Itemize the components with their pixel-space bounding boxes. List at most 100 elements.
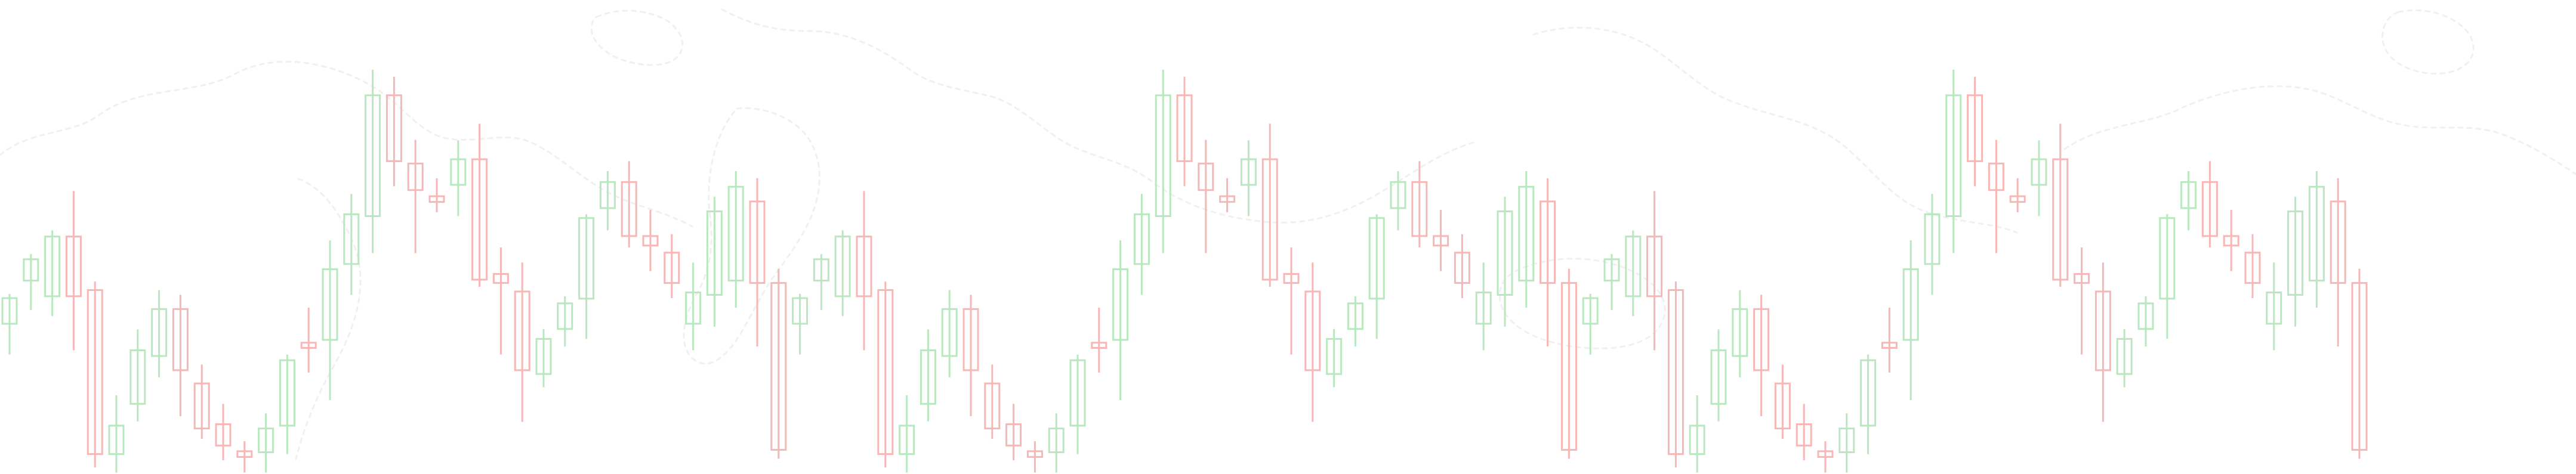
candlestick-3-25	[2094, 262, 2111, 422]
candlestick-2-15	[1091, 307, 1107, 373]
candlestick-body	[1261, 158, 1278, 281]
candlestick-body	[621, 181, 637, 237]
candlestick-1-28	[578, 214, 595, 339]
candlestick-body	[1112, 268, 1129, 341]
candlestick-body	[1838, 427, 1855, 453]
candlestick-1-2	[23, 254, 39, 310]
candlestick-body	[87, 289, 103, 456]
candlestick-1-29	[599, 171, 616, 231]
candlestick-body	[1326, 337, 1343, 375]
candlestick-body	[1475, 292, 1492, 325]
candlestick-3-10	[1774, 364, 1791, 439]
watermark-map-south-america	[295, 178, 362, 460]
candlestick-1-22	[450, 140, 467, 216]
candlestick-2-27	[1347, 296, 1363, 347]
candlestick-body	[1304, 290, 1321, 371]
candlestick-body	[279, 359, 295, 427]
candlestick-1-37	[770, 268, 787, 459]
candlestick-2-16	[1112, 240, 1129, 400]
candlestick-1-30	[621, 161, 637, 247]
candlestick-body	[2159, 217, 2176, 300]
candlestick-body	[1988, 162, 2004, 191]
candlestick-3-21	[2009, 178, 2026, 213]
candlestick-3-13	[1838, 413, 1855, 473]
candlestick-body	[1689, 425, 1705, 456]
candlestick-1-15	[300, 307, 317, 373]
candlestick-3-2	[1603, 254, 1620, 310]
candlestick-3-37	[2351, 268, 2368, 459]
candlestick-3-28	[2159, 214, 2176, 339]
candlestick-2-32	[1454, 234, 1470, 299]
candlestick-body	[365, 94, 381, 218]
candlestick-body	[108, 425, 125, 456]
candlestick-body	[899, 425, 915, 456]
candlestick-body	[1646, 236, 1663, 298]
candlestick-body	[2287, 210, 2304, 296]
candlestick-3-29	[2180, 171, 2197, 231]
candlestick-3-12	[1817, 441, 1834, 473]
candlestick-body	[1, 297, 18, 325]
candlestick-3-9	[1753, 295, 1770, 417]
candlestick-body	[2052, 158, 2069, 281]
candlestick-3-14	[1860, 354, 1877, 454]
candlestick-body	[1881, 342, 1898, 349]
candlestick-3-11	[1796, 404, 1812, 460]
candlestick-2-35	[1518, 171, 1535, 308]
candlestick-body	[428, 195, 445, 203]
candlestick-1-35	[727, 171, 744, 308]
candlestick-body	[2223, 235, 2239, 247]
candlestick-2-18	[1155, 69, 1171, 253]
candlestick-2-26	[1326, 329, 1343, 388]
candlestick-body	[1240, 158, 1257, 186]
candlestick-3-4	[1646, 191, 1663, 351]
candlestick-3-35	[2308, 171, 2325, 308]
candlestick-body	[1368, 217, 1385, 300]
candlestick-1-21	[428, 178, 445, 213]
candlestick-2-10	[984, 364, 1001, 439]
candlestick-body	[727, 185, 744, 282]
candlestick-2-4	[856, 191, 872, 351]
candlestick-body	[1069, 359, 1086, 427]
candlestick-3-7	[1710, 329, 1727, 422]
candlestick-body	[492, 273, 509, 284]
candlestick-3-24	[2074, 247, 2090, 355]
candlestick-body	[1902, 268, 1919, 341]
candlestick-2-36	[1540, 178, 1556, 347]
candlestick-2-34	[1497, 196, 1513, 327]
candlestick-body	[1048, 427, 1065, 453]
candlestick-body	[813, 258, 829, 282]
candlestick-body	[2074, 273, 2090, 284]
candlestick-1-1	[1, 293, 18, 355]
candlestick-body	[407, 162, 424, 191]
candlestick-3-33	[2266, 262, 2282, 351]
candlestick-body	[941, 308, 958, 357]
candlestick-1-20	[407, 140, 424, 253]
watermark-map-right-island	[2381, 9, 2475, 75]
candlestick-body	[1219, 195, 1236, 203]
candlestick-2-6	[899, 395, 915, 473]
candlestick-body	[1796, 423, 1812, 447]
candlestick-body	[962, 308, 979, 371]
candlestick-3-1	[1582, 293, 1599, 355]
candlestick-body	[1497, 210, 1513, 296]
candlestick-2-25	[1304, 262, 1321, 422]
candlestick-1-34	[706, 196, 723, 327]
candlestick-1-12	[236, 441, 253, 473]
candlestick-body	[236, 450, 253, 458]
candlestick-2-3	[834, 230, 851, 317]
candlestick-body	[984, 382, 1001, 430]
candlestick-body	[1411, 181, 1428, 237]
candlestick-3-23	[2052, 123, 2069, 287]
candlestick-body	[2266, 292, 2282, 325]
candlestick-2-17	[1133, 194, 1150, 295]
candlestick-body	[172, 308, 189, 371]
candlestick-2-20	[1198, 140, 1214, 253]
candlestick-body	[1860, 359, 1877, 427]
candlestick-body	[1667, 289, 1684, 456]
candlestick-body	[535, 337, 552, 375]
candlestick-2-8	[941, 290, 958, 377]
candlestick-body	[792, 297, 809, 325]
watermark-map-east-asia	[1532, 26, 2018, 234]
candlestick-2-13	[1048, 413, 1065, 473]
candlestick-2-7	[920, 329, 936, 422]
